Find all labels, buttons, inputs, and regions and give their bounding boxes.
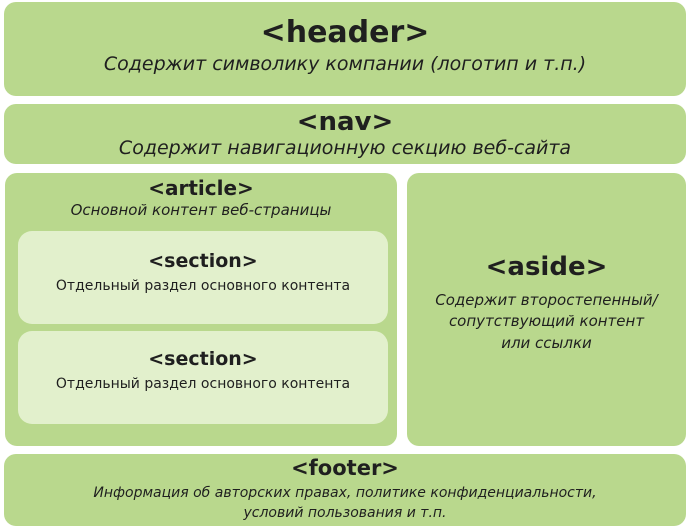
article-description: Основной контент веб-страницы [70,201,332,219]
footer-description: Информация об авторских правах, политике… [4,484,686,523]
section-1-tag-label: <section> [148,250,258,272]
aside-tag-label: <aside> [485,252,608,282]
header-description: Содержит символику компании (логотип и т… [103,53,587,75]
nav-tag-label: <nav> [296,107,394,137]
section-1-description: Отдельный раздел основного контента [55,277,351,294]
footer-block: <footer> Информация об авторских правах,… [4,454,686,526]
footer-tag-label: <footer> [291,456,399,480]
header-block: <header> Содержит символику компании (ло… [4,2,686,96]
header-tag-label: <header> [260,15,430,50]
article-block: <article> Основной контент веб-страницы … [5,173,397,446]
aside-description-line-3: или ссылки [501,334,592,353]
aside-description-line-1: Содержит второстепенный/ [435,290,658,309]
nav-block: <nav> Содержит навигационную секцию веб-… [4,104,686,164]
nav-description: Содержит навигационную секцию веб-сайта [118,136,572,159]
footer-description-line-2: условий пользования и т.п. [243,504,447,521]
section-2-description: Отдельный раздел основного контента [55,375,351,392]
aside-description-line-2: сопутствующий контент [448,312,645,331]
section-block-2: <section> Отдельный раздел основного кон… [18,331,388,424]
section-2-tag-label: <section> [148,348,258,370]
aside-description: Содержит второстепенный/ сопутствующий к… [407,290,686,355]
section-block-1: <section> Отдельный раздел основного кон… [18,231,388,324]
footer-description-line-1: Информация об авторских правах, политике… [93,485,597,502]
aside-block: <aside> Содержит второстепенный/ сопутст… [407,173,686,446]
article-tag-label: <article> [148,176,254,200]
